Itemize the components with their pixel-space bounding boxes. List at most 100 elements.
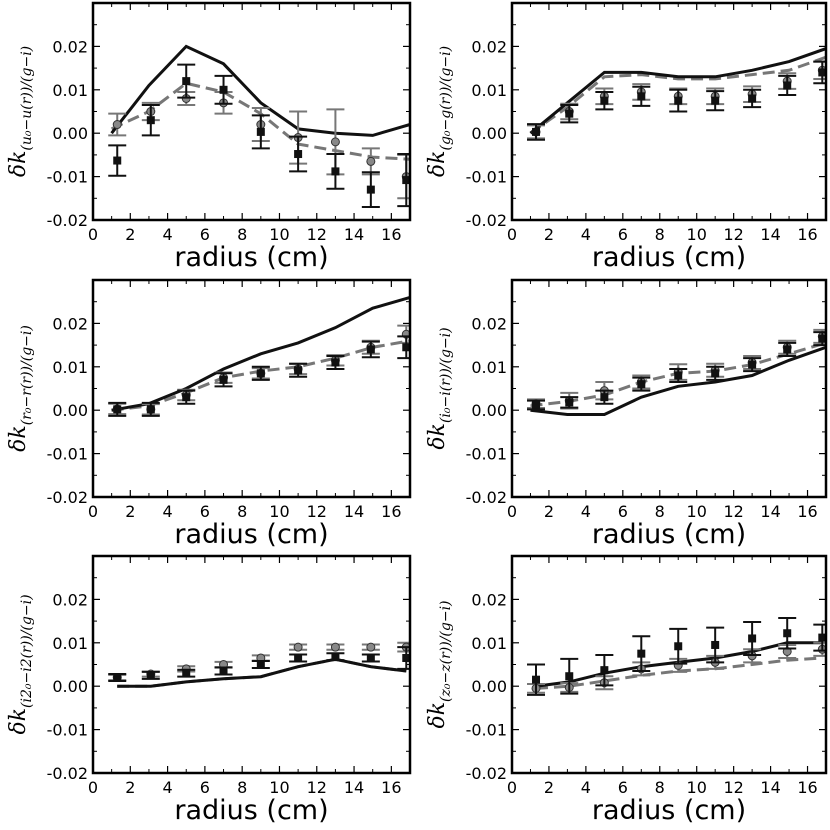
plot-area <box>108 44 410 208</box>
square-marker <box>565 109 574 118</box>
y-axis-label-sub: (i₀−i(r))/(g−i) <box>438 327 454 423</box>
square-marker <box>637 380 646 389</box>
x-axis-label: radius (cm) <box>592 795 746 826</box>
circle-marker <box>366 642 376 652</box>
data-point-square <box>289 362 308 378</box>
y-axis-label-main: δk <box>425 151 450 178</box>
data-point-square <box>251 114 270 150</box>
data-point-square <box>813 331 826 347</box>
data-point-square <box>595 653 614 687</box>
square-marker <box>331 167 340 176</box>
square-marker <box>565 398 574 407</box>
x-tick-label: 6 <box>618 502 628 521</box>
circle-marker <box>366 156 376 166</box>
x-tick-label: 0 <box>88 778 98 797</box>
square-marker <box>182 393 191 402</box>
x-tick-label: 6 <box>200 225 210 244</box>
x-axis-label: radius (cm) <box>592 242 746 273</box>
x-tick-label: 12 <box>307 225 327 244</box>
x-tick-label: 6 <box>618 778 628 797</box>
data-point-square <box>141 670 160 680</box>
y-axis-label-sub: (r₀−r(r))/(g−i) <box>19 325 35 425</box>
y-axis-label: δk(r₀−r(r))/(g−i) <box>6 325 35 452</box>
y-tick-label: 0.02 <box>52 314 88 333</box>
axes-frame <box>510 278 828 499</box>
x-tick-label: 12 <box>723 778 743 797</box>
x-tick-label: 0 <box>507 502 517 521</box>
panel-3: 0 2 4 6 8 10 12 14 16 -0.02 -0.01 0.00 0.01 0.02 radiu… <box>6 278 412 550</box>
square-marker <box>818 633 826 642</box>
y-tick-label: -0.01 <box>47 445 88 464</box>
square-marker <box>256 127 265 136</box>
y-tick-label: 0.02 <box>471 590 507 609</box>
x-tick-label: 16 <box>797 502 817 521</box>
square-marker <box>113 405 122 414</box>
x-tick-label: 12 <box>723 225 743 244</box>
circle-marker <box>330 642 340 652</box>
y-tick-label: 0.01 <box>471 634 507 653</box>
y-axis-label: δk(u₀−u(r))/(g−i) <box>6 46 35 177</box>
square-marker <box>711 96 720 105</box>
square-marker <box>402 176 410 185</box>
square-marker <box>565 672 574 681</box>
y-axis-label: δk(i2₀−i2(r))/(g−i) <box>6 594 35 734</box>
square-marker <box>600 666 609 675</box>
x-tick-label: 14 <box>344 225 364 244</box>
data-point-circle <box>108 112 127 137</box>
data-point-square <box>289 135 308 173</box>
x-tick-label: 6 <box>200 778 210 797</box>
data-point-square <box>560 396 579 409</box>
square-marker <box>637 92 646 101</box>
data-point-square <box>177 389 196 405</box>
data-point-square <box>527 123 546 141</box>
square-marker <box>219 85 228 94</box>
square-marker <box>256 660 265 669</box>
data-point-circle <box>289 642 308 652</box>
square-marker <box>146 405 155 414</box>
x-tick-label: 0 <box>507 778 517 797</box>
data-point-square <box>560 103 579 124</box>
x-tick-label: 10 <box>269 778 289 797</box>
square-marker <box>366 653 375 662</box>
x-axis-label: radius (cm) <box>592 519 746 550</box>
data-point-square <box>326 153 345 190</box>
y-axis-label: δk(g₀−g(r))/(g−i) <box>425 46 454 177</box>
data-point-square <box>214 74 233 105</box>
y-tick-label: -0.01 <box>47 721 88 740</box>
square-marker <box>748 360 757 369</box>
panel-5: 0 2 4 6 8 10 12 14 16 -0.02 -0.01 0.00 0.01 0.02 radiu… <box>6 554 412 826</box>
data-point-square <box>397 335 410 360</box>
data-point-square <box>214 372 233 388</box>
y-tick-label: 0.02 <box>471 37 507 56</box>
panel-4: 0 2 4 6 8 10 12 14 16 -0.02 -0.01 0.00 0.01 0.02 radiu… <box>425 278 828 550</box>
x-tick-label: 2 <box>544 225 554 244</box>
square-marker <box>600 393 609 402</box>
square-marker <box>532 400 541 409</box>
model-line-solid <box>530 345 826 416</box>
square-marker <box>674 642 683 651</box>
axes-frame <box>91 1 412 222</box>
x-tick-label: 8 <box>655 502 665 521</box>
data-point-square <box>289 653 308 663</box>
data-point-square <box>141 103 160 137</box>
y-tick-label: -0.01 <box>466 721 507 740</box>
square-marker <box>366 185 375 194</box>
x-tick-label: 10 <box>269 225 289 244</box>
square-marker <box>294 366 303 375</box>
square-marker <box>366 345 375 354</box>
data-point-square <box>743 357 762 373</box>
data-point-square <box>361 340 380 359</box>
x-tick-label: 16 <box>381 225 401 244</box>
x-tick-label: 8 <box>237 502 247 521</box>
data-point-square <box>251 660 270 669</box>
data-point-square <box>108 144 127 177</box>
data-point-square <box>706 626 725 664</box>
y-axis-label: δk(i₀−i(r))/(g−i) <box>425 327 454 449</box>
square-marker <box>748 634 757 643</box>
x-tick-label: 0 <box>507 225 517 244</box>
y-tick-label: 0.00 <box>471 124 507 143</box>
data-point-square <box>108 401 127 417</box>
square-marker <box>256 369 265 378</box>
y-tick-label: -0.01 <box>466 445 507 464</box>
model-line-dashed <box>529 55 826 135</box>
